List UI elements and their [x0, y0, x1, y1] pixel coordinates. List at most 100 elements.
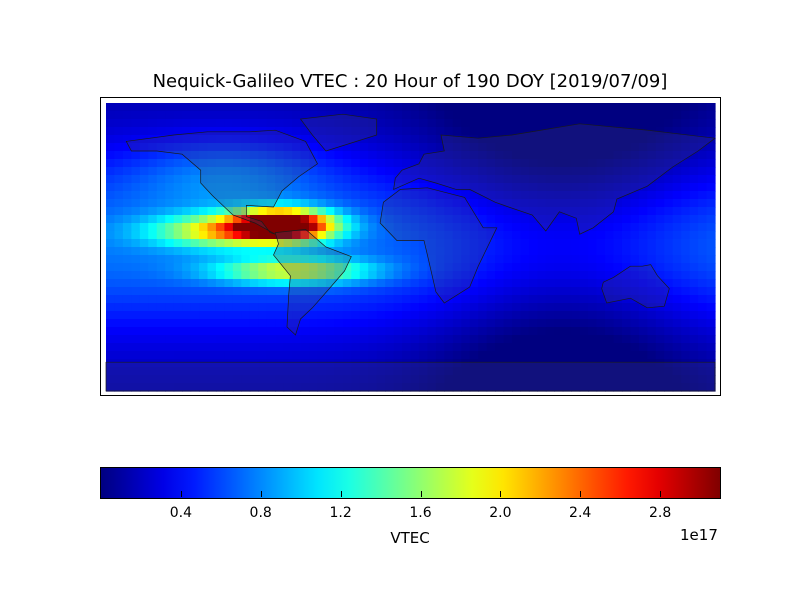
heatmap-cell [342, 319, 352, 328]
heatmap-cell [139, 383, 149, 392]
heatmap-cell [689, 327, 699, 336]
heatmap-cell [427, 335, 437, 344]
heatmap-cell [605, 279, 615, 288]
heatmap-cell [512, 295, 522, 304]
heatmap-cell [122, 343, 132, 352]
heatmap-cell [368, 159, 378, 168]
heatmap-cell [334, 375, 344, 384]
heatmap-cell [528, 311, 538, 320]
continent-outline [273, 229, 352, 336]
heatmap-cell [478, 343, 488, 352]
heatmap-cell [520, 359, 530, 368]
heatmap-cell [444, 335, 454, 344]
heatmap-cell [698, 351, 708, 360]
heatmap-cell [368, 111, 378, 120]
heatmap-cell [165, 135, 175, 144]
heatmap-cell [148, 175, 158, 184]
heatmap-cell [359, 159, 369, 168]
heatmap-cell [139, 343, 149, 352]
heatmap-cell [215, 367, 226, 376]
heatmap-cell [664, 263, 674, 272]
heatmap-cell [444, 311, 454, 320]
heatmap-cell [647, 103, 657, 112]
heatmap-cell [588, 295, 598, 304]
heatmap-cell [681, 175, 691, 184]
heatmap-cell [215, 143, 226, 152]
heatmap-cell [376, 159, 386, 168]
heatmap-cell [672, 295, 682, 304]
heatmap-cell [199, 271, 209, 280]
heatmap-cell [114, 199, 124, 208]
heatmap-cell [342, 151, 352, 160]
heatmap-cell [241, 231, 251, 240]
heatmap-cell [190, 207, 200, 216]
heatmap-cell [512, 271, 522, 280]
heatmap-cell [537, 255, 547, 264]
heatmap-cell [300, 143, 310, 152]
heatmap-cell [283, 359, 293, 368]
heatmap-cell [537, 103, 547, 112]
heatmap-cell [698, 239, 708, 248]
heatmap-cell [402, 319, 412, 328]
heatmap-cell [148, 375, 158, 384]
heatmap-cell [106, 175, 116, 184]
heatmap-cell [275, 183, 285, 192]
heatmap-cell [334, 127, 344, 136]
heatmap-cell [613, 383, 623, 392]
heatmap-cell [698, 255, 708, 264]
heatmap-cell [190, 191, 200, 200]
heatmap-cell [520, 319, 530, 328]
heatmap-cell [503, 207, 513, 216]
heatmap-cell [309, 143, 319, 152]
heatmap-cell [461, 279, 471, 288]
heatmap-cell [571, 255, 581, 264]
heatmap-cell [122, 239, 132, 248]
heatmap-cell [495, 343, 505, 352]
heatmap-cell [402, 183, 412, 192]
heatmap-cell [647, 191, 657, 200]
heatmap-cell [165, 383, 175, 392]
heatmap-cell [232, 367, 242, 376]
heatmap-cell [461, 127, 471, 136]
heatmap-cell [638, 199, 648, 208]
heatmap-cell [647, 167, 657, 176]
heatmap-cell [317, 303, 327, 312]
heatmap-cell [452, 375, 462, 384]
heatmap-cell [478, 119, 488, 128]
heatmap-cell [199, 191, 209, 200]
heatmap-cell [309, 207, 319, 216]
heatmap-cell [630, 287, 640, 296]
heatmap-cell [537, 343, 547, 352]
heatmap-cell [647, 151, 657, 160]
heatmap-cell [131, 351, 141, 360]
heatmap-cell [554, 199, 564, 208]
heatmap-cell [410, 375, 420, 384]
heatmap-cell [190, 103, 200, 112]
heatmap-cell [503, 191, 513, 200]
heatmap-cell [156, 111, 166, 120]
heatmap-cell [495, 175, 505, 184]
heatmap-cell [621, 223, 632, 232]
heatmap-cell [207, 127, 217, 136]
heatmap-cell [630, 183, 640, 192]
heatmap-cell [537, 119, 547, 128]
heatmap-cell [207, 263, 217, 272]
heatmap-cell [537, 127, 547, 136]
heatmap-cell [605, 351, 615, 360]
heatmap-cell [190, 119, 200, 128]
heatmap-cell [283, 319, 293, 328]
heatmap-cell [689, 295, 699, 304]
heatmap-cell [207, 103, 217, 112]
heatmap-cell [325, 223, 335, 232]
heatmap-cell [698, 159, 708, 168]
heatmap-cell [655, 271, 665, 280]
heatmap-cell [199, 303, 209, 312]
heatmap-cell [410, 135, 420, 144]
heatmap-cell [664, 223, 674, 232]
heatmap-cell [545, 215, 555, 224]
colorbar-tick-mark [500, 491, 502, 497]
heatmap-cell [148, 159, 158, 168]
heatmap-cell [376, 287, 386, 296]
heatmap-cell [630, 175, 640, 184]
heatmap-cell [469, 335, 479, 344]
